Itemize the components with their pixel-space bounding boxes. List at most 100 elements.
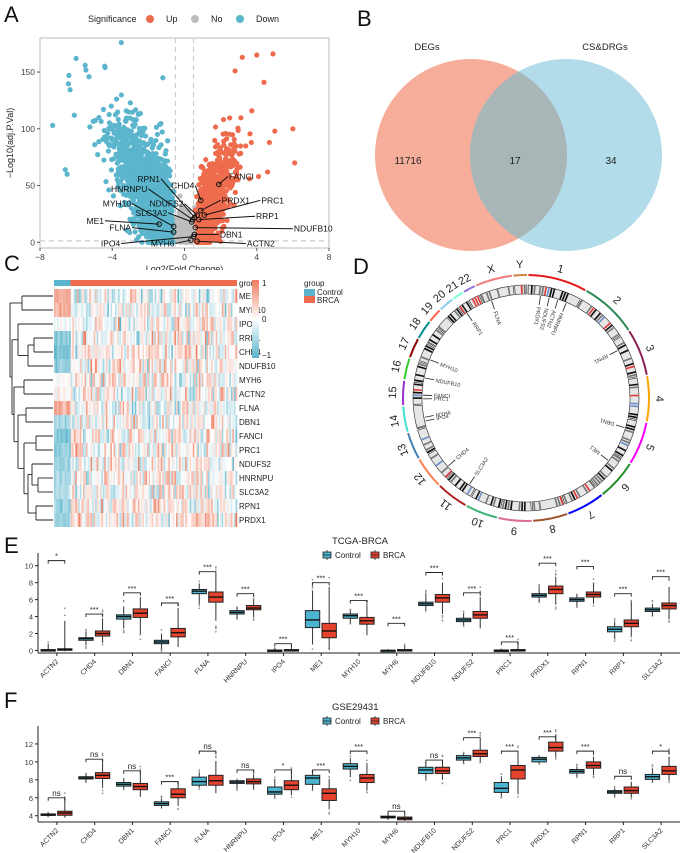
heatmap-cell [96, 415, 99, 429]
heatmap-cell [218, 443, 221, 457]
heatmap-cell [223, 415, 226, 429]
heatmap-cell [188, 429, 191, 443]
heatmap-cell [67, 345, 70, 359]
point-down [129, 139, 136, 146]
heatmap-cell [176, 499, 178, 513]
heatmap-cell [140, 457, 143, 471]
point-down [65, 81, 72, 87]
heatmap-cell [232, 471, 235, 485]
heatmap-cell [105, 317, 108, 331]
heatmap-cell [221, 471, 224, 485]
point-up [222, 188, 228, 194]
heatmap-cell [86, 499, 88, 513]
heatmap-cell [201, 373, 204, 387]
heatmap-cell [218, 457, 221, 471]
heatmap-cell [221, 429, 224, 443]
heatmap-cell [115, 443, 117, 457]
heatmap-cell [233, 485, 236, 499]
ideogram-band [538, 501, 542, 511]
heatmap-cell [140, 345, 143, 359]
point-down [158, 120, 164, 127]
point-down [158, 215, 165, 222]
heatmap-cell [227, 415, 230, 429]
heatmap-cell [104, 345, 107, 359]
heatmap-cell [195, 331, 198, 345]
point-down [148, 228, 154, 234]
heatmap-cell [76, 289, 79, 303]
heatmap-cell [159, 499, 162, 513]
point-no [179, 224, 186, 230]
point-up [230, 160, 236, 166]
label-connector [200, 199, 221, 211]
heatmap-cell [105, 471, 108, 485]
heatmap-cell [55, 359, 58, 373]
heatmap-cell [108, 303, 111, 317]
heatmap-cell [153, 429, 155, 443]
heatmap-cell [206, 317, 209, 331]
heatmap-cell [204, 303, 207, 317]
heatmap-cell [160, 387, 163, 401]
heatmap-cell [147, 499, 149, 513]
heatmap-cell [78, 331, 81, 345]
heatmap-cell [75, 485, 78, 499]
heatmap-cell [145, 387, 148, 401]
heatmap-cell [101, 471, 104, 485]
heatmap-cell [233, 429, 236, 443]
heatmap-cell [215, 401, 218, 415]
heatmap-cell [131, 289, 134, 303]
group-legend-label-control: Control [317, 288, 343, 297]
heatmap-cell [111, 513, 114, 527]
heatmap-cell [107, 429, 110, 443]
heatmap-cell [169, 317, 172, 331]
heatmap-cell [101, 373, 104, 387]
ideogram-band [590, 308, 597, 317]
point-up [212, 185, 218, 191]
heatmap-cell [79, 289, 82, 303]
heatmap-cell [229, 429, 232, 443]
heatmap-cell [84, 359, 87, 373]
heatmap-cell [75, 373, 78, 387]
heatmap-cell [86, 317, 88, 331]
heatmap-cell [180, 429, 183, 443]
heatmap-cell [127, 345, 130, 359]
heatmap-cell [139, 513, 142, 527]
heatmap-cell [198, 429, 201, 443]
heatmap-cell [185, 401, 187, 415]
point-down [167, 168, 173, 174]
ideogram-band [413, 388, 423, 392]
heatmap-cell [110, 303, 113, 317]
ideogram-band [477, 491, 483, 501]
heatmap-cell [211, 359, 213, 373]
heatmap-cell [70, 415, 73, 429]
point-down [96, 114, 102, 121]
heatmap-cell [79, 429, 82, 443]
heatmap-cell [172, 443, 175, 457]
heatmap-cell [57, 429, 59, 443]
heatmap-cell [66, 499, 69, 513]
heatmap-cell [113, 359, 116, 373]
heatmap-cell [89, 359, 91, 373]
point-down [162, 193, 168, 199]
heatmap-cell [153, 401, 155, 415]
point-down [83, 67, 89, 73]
point-up [230, 156, 236, 162]
heatmap-cell [104, 387, 107, 401]
heatmap-cell [232, 485, 235, 499]
heatmap-cell [82, 401, 85, 415]
heatmap-cell [214, 317, 216, 331]
heatmap-cell [92, 331, 94, 345]
heatmap-cell [57, 457, 59, 471]
heatmap-cell [128, 331, 131, 345]
heatmap-cell [189, 331, 192, 345]
heatmap-cell [185, 457, 187, 471]
heatmap-cell [122, 373, 125, 387]
heatmap-cell [75, 303, 78, 317]
heatmap-cell [121, 345, 123, 359]
heatmap-cell [121, 401, 123, 415]
heatmap-cell [133, 303, 136, 317]
point-down [168, 207, 174, 213]
heatmap-cell [200, 359, 203, 373]
point-down [106, 111, 112, 118]
heatmap-cell [145, 513, 148, 527]
heatmap-cell [82, 415, 85, 429]
